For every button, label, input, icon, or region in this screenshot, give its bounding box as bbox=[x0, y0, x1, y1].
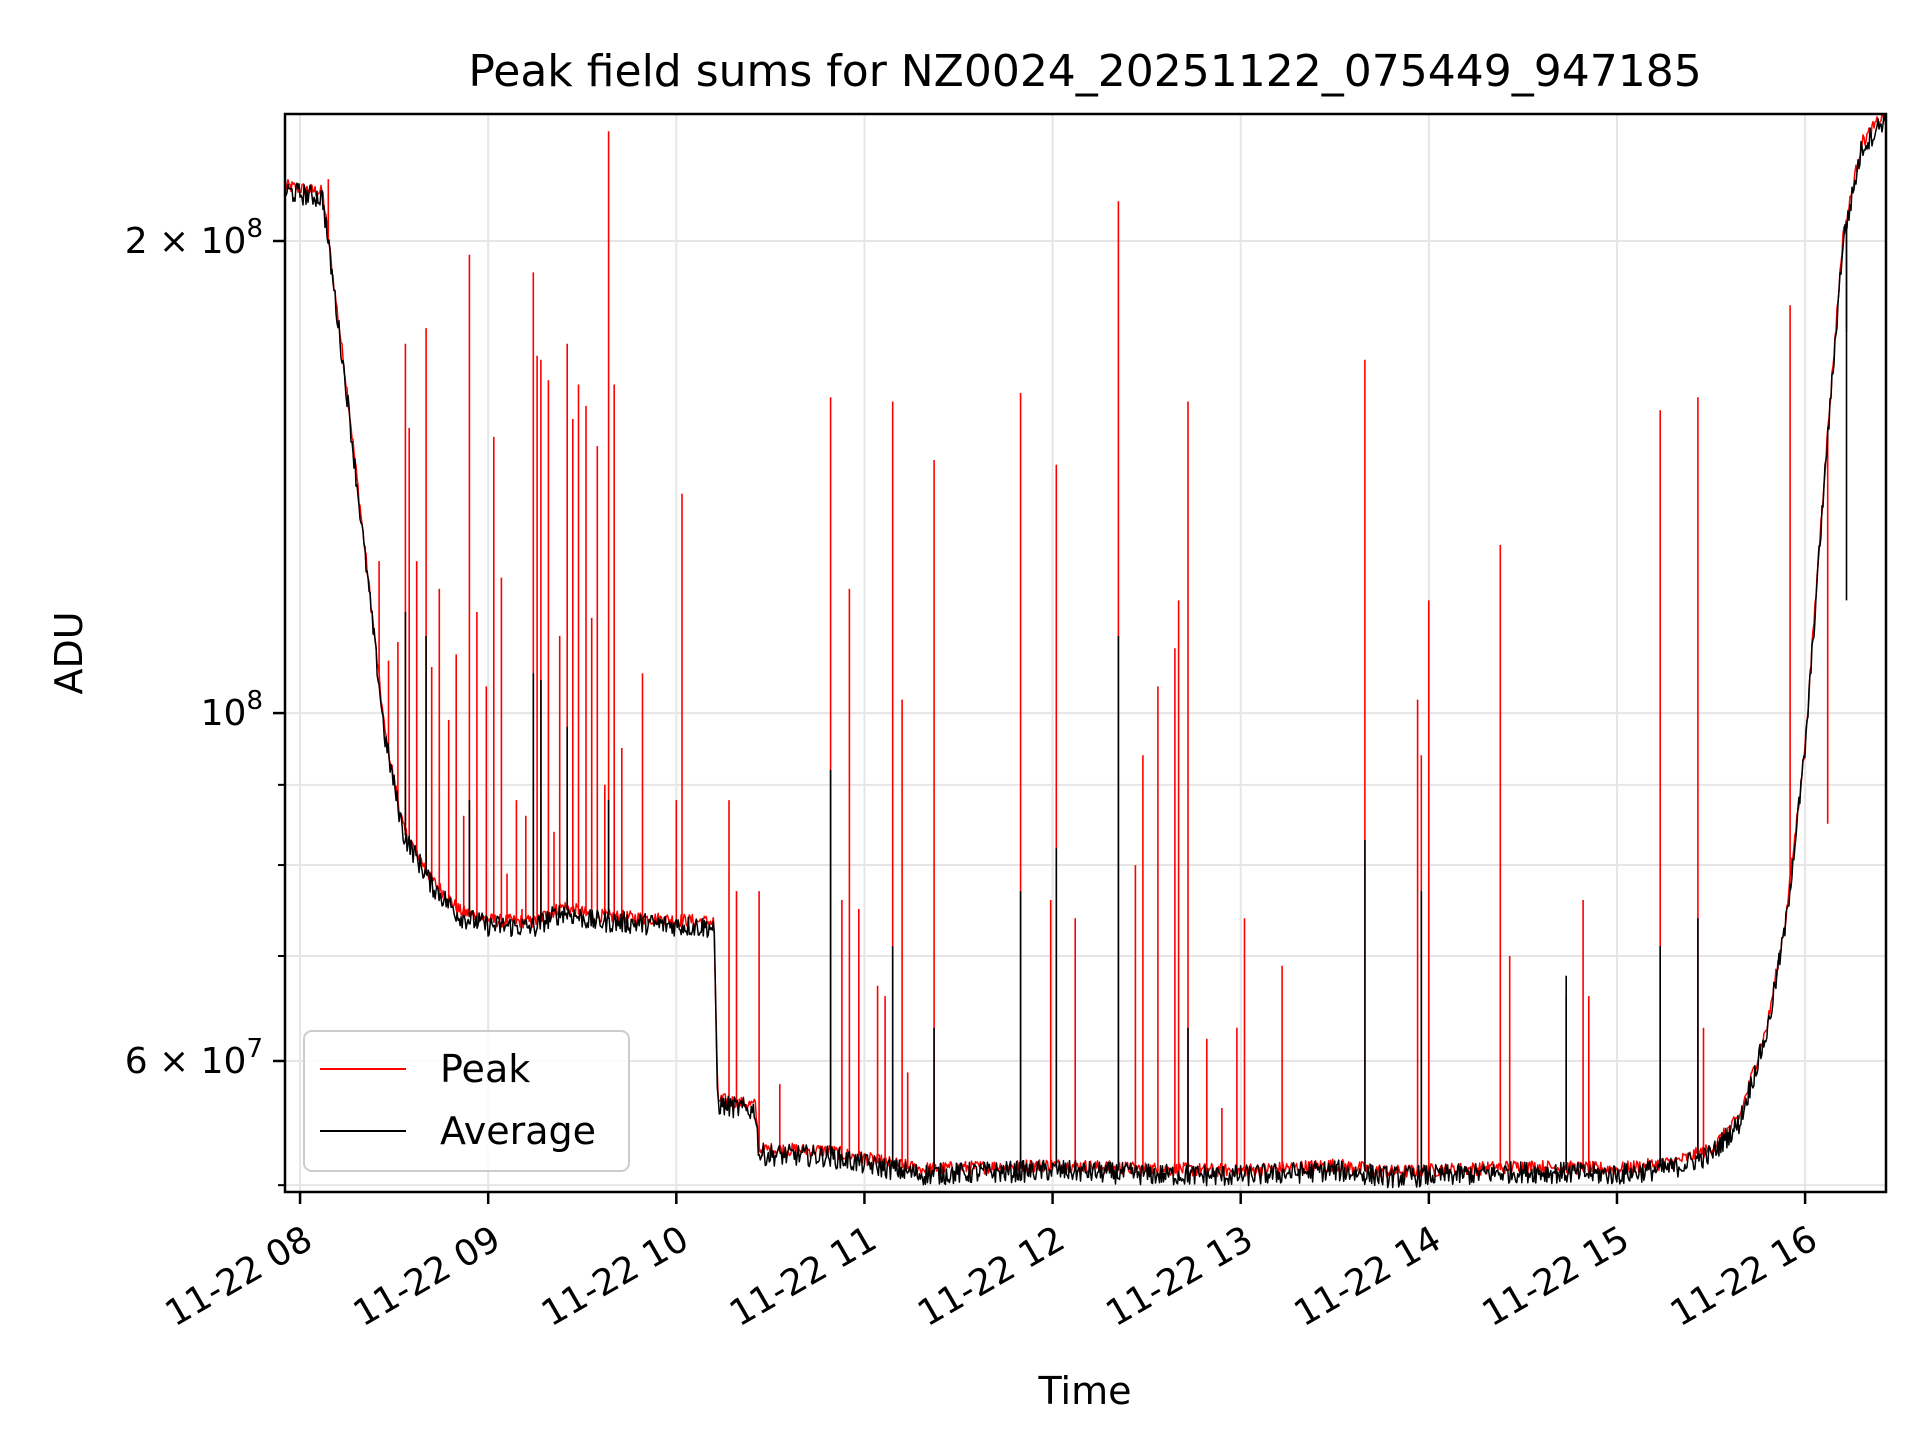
y-axis-label: ADU bbox=[47, 611, 91, 694]
legend-label-average: Average bbox=[440, 1109, 596, 1153]
axes-frame bbox=[283, 112, 1888, 1194]
series-layer bbox=[284, 113, 1887, 1189]
y-tick-label: 2 × 108 bbox=[125, 214, 263, 262]
legend: Peak Average bbox=[303, 1030, 630, 1172]
series-line-average bbox=[284, 113, 1887, 1189]
legend-label-peak: Peak bbox=[440, 1047, 530, 1091]
y-tick-label: 108 bbox=[201, 686, 263, 734]
x-axis-label: Time bbox=[1038, 1369, 1132, 1413]
chart-title: Peak field sums for NZ0024_20251122_0754… bbox=[468, 46, 1701, 97]
y-tick-label: 6 × 107 bbox=[125, 1034, 263, 1082]
grid bbox=[285, 114, 1886, 1192]
legend-box bbox=[303, 1030, 630, 1172]
